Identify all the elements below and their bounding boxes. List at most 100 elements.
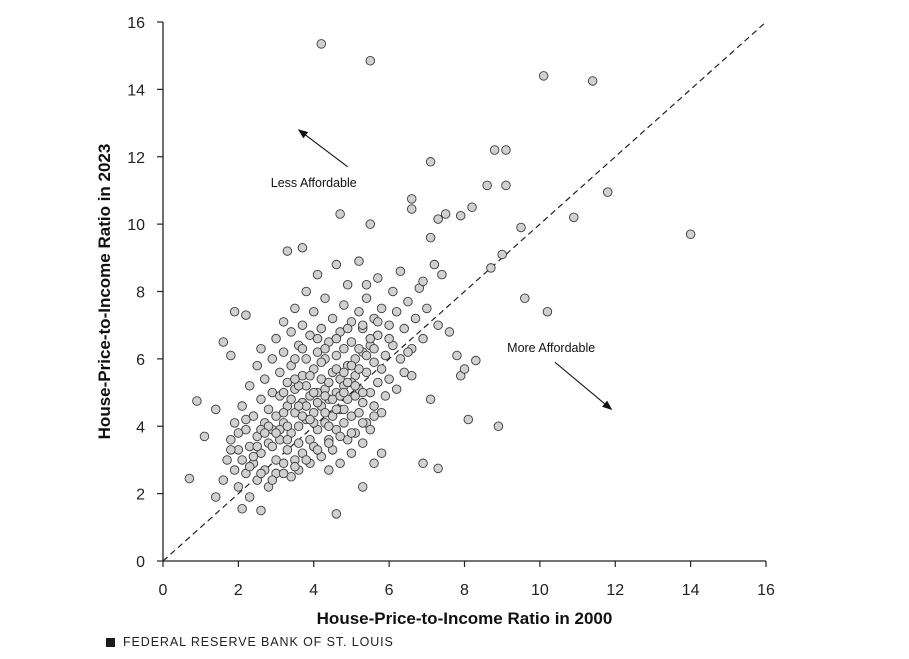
data-point [282, 445, 293, 455]
data-point [433, 214, 443, 224]
data-point [357, 418, 368, 428]
data-point [391, 306, 402, 317]
data-point [471, 355, 481, 366]
data-point [320, 408, 330, 418]
data-point [222, 455, 232, 465]
data-point [312, 333, 323, 344]
data-point [278, 408, 289, 418]
annotation-label: More Affordable [507, 341, 595, 355]
data-point [237, 455, 247, 465]
x-tick-label: 10 [531, 582, 549, 599]
source-square-icon [106, 637, 115, 647]
data-point [497, 249, 507, 260]
data-point [361, 280, 372, 290]
data-point [399, 323, 409, 334]
annotations: Less Affordable More Affordable [271, 129, 613, 411]
data-points [184, 39, 696, 519]
data-point [301, 354, 311, 364]
data-point [271, 428, 281, 438]
data-point [320, 344, 330, 354]
data-point [365, 424, 376, 435]
data-point [331, 509, 342, 519]
data-point [252, 441, 262, 452]
data-point [305, 370, 315, 381]
data-point [309, 387, 319, 398]
data-point [373, 317, 383, 327]
data-point [463, 414, 474, 425]
data-point [373, 273, 383, 283]
data-point [342, 323, 353, 334]
data-point [290, 461, 300, 472]
data-point [324, 465, 334, 475]
x-tick-label: 16 [757, 582, 775, 599]
data-point [278, 468, 289, 479]
data-point [218, 475, 229, 485]
data-point [260, 374, 270, 384]
data-point [290, 374, 300, 384]
x-tick-label: 14 [682, 582, 700, 599]
data-point [354, 306, 364, 317]
data-point [369, 357, 379, 367]
data-point [587, 76, 598, 86]
data-point [327, 313, 338, 324]
annotation-arrow [297, 129, 349, 168]
data-point [354, 408, 364, 418]
data-point [452, 350, 462, 361]
data-point [339, 300, 349, 310]
x-tick-label: 2 [234, 582, 243, 599]
x-tick-label: 0 [159, 582, 168, 599]
data-point [354, 344, 364, 354]
y-axis-title: House-Price-to-Income Ratio in 2023 [95, 144, 114, 440]
data-point [293, 421, 304, 432]
data-point [384, 320, 394, 330]
data-point [365, 219, 376, 229]
data-point [369, 411, 379, 421]
data-point [569, 212, 579, 223]
source-footer: FEDERAL RESERVE BANK OF ST. LOUIS [106, 635, 394, 649]
data-point [335, 209, 345, 219]
data-point [335, 431, 345, 442]
data-point [335, 458, 345, 469]
data-point [516, 222, 526, 233]
x-tick-label: 6 [385, 582, 394, 599]
data-point [339, 344, 349, 354]
data-point [339, 418, 349, 428]
data-point [350, 381, 360, 391]
data-point [316, 357, 327, 367]
data-point [365, 55, 376, 66]
y-tick-label: 6 [136, 352, 145, 369]
data-point [305, 414, 315, 425]
data-point [493, 421, 504, 432]
data-point [380, 350, 391, 361]
data-point [395, 354, 406, 364]
data-point [685, 229, 696, 239]
data-point [520, 293, 530, 303]
data-point [233, 482, 244, 492]
data-point [278, 347, 289, 357]
data-point [199, 431, 210, 442]
data-point [241, 414, 251, 425]
y-tick-label: 2 [136, 487, 145, 504]
data-point [297, 344, 308, 354]
data-point [391, 384, 402, 394]
data-point [373, 377, 383, 388]
data-point [376, 364, 387, 374]
data-point [331, 333, 342, 344]
data-point [346, 428, 357, 438]
data-point [256, 505, 266, 516]
data-point [403, 347, 413, 357]
data-point [331, 350, 342, 361]
data-point [406, 370, 417, 381]
data-point [256, 344, 266, 354]
data-point [501, 145, 511, 155]
data-point [244, 492, 255, 502]
data-point [354, 256, 364, 266]
data-point [282, 434, 293, 445]
data-point [267, 475, 278, 485]
data-point [384, 333, 394, 344]
data-point [433, 463, 443, 474]
data-point [482, 180, 492, 191]
data-point [301, 286, 311, 297]
data-point [278, 317, 289, 327]
data-point [237, 504, 247, 514]
